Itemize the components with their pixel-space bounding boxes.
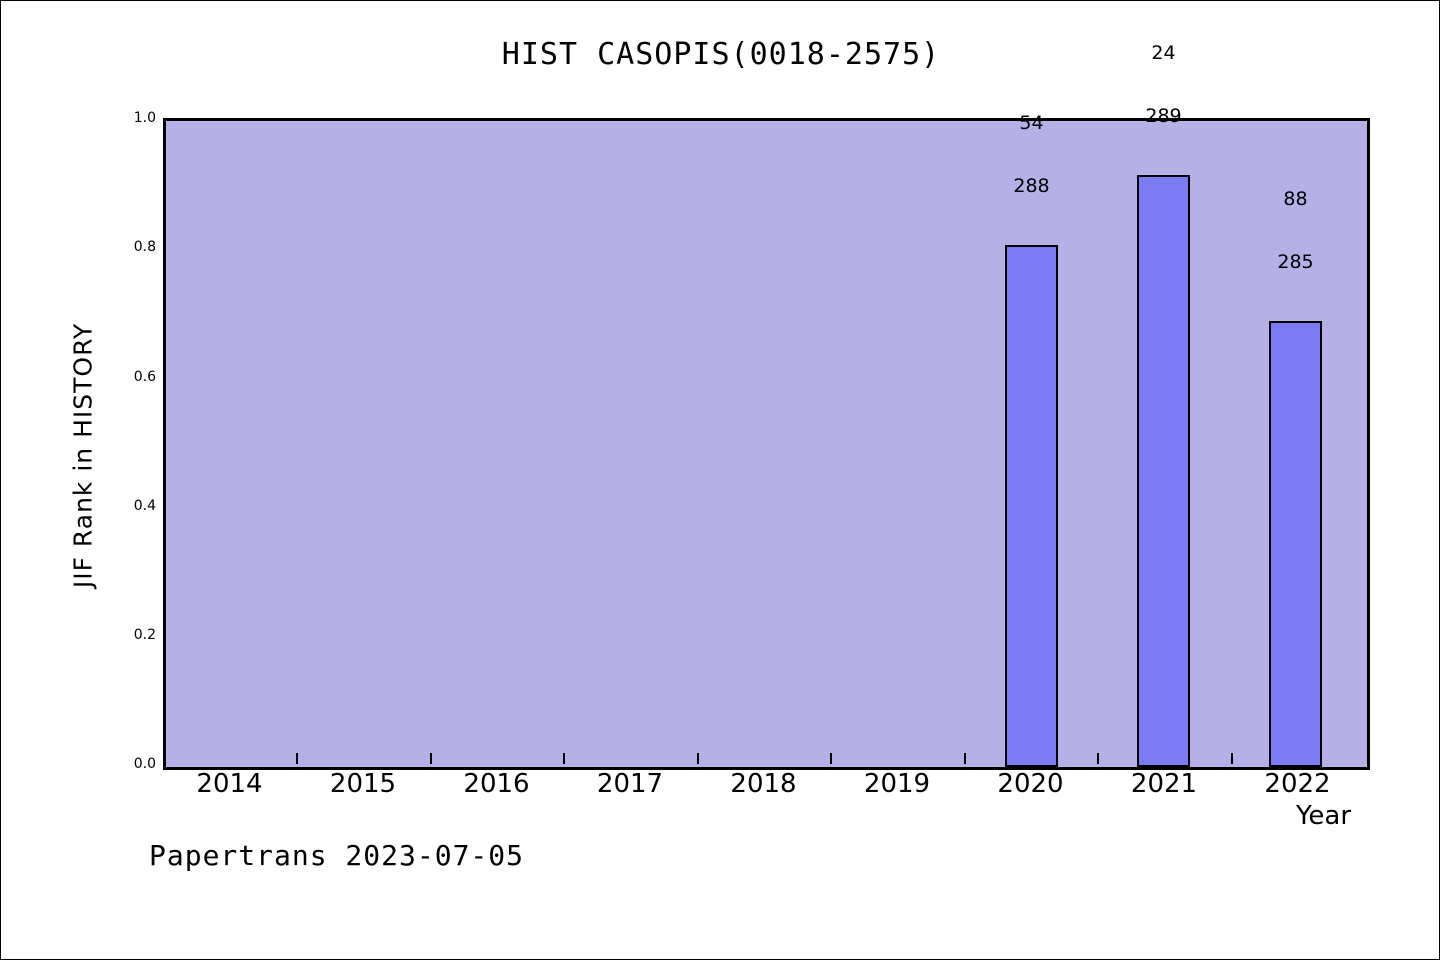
x-tick-label-2021: 2021: [1130, 769, 1198, 799]
x-tick-mark-7: [1231, 753, 1233, 764]
x-tick-label-2019: 2019: [863, 769, 931, 799]
bar-label-2020: 54 288: [976, 71, 1087, 239]
x-tick-mark-0: [296, 753, 298, 764]
plot-inner: 54 288 24 289 88 285: [166, 43, 1367, 767]
bar-2021[interactable]: [1137, 175, 1190, 767]
y-tick-label-0: 0.0: [133, 756, 156, 772]
bar-2020[interactable]: [1005, 245, 1058, 767]
y-axis-tick-labels: 0.0 0.2 0.4 0.6 0.8 1.0: [111, 110, 156, 772]
y-tick-label-3: 0.6: [133, 369, 156, 385]
bar-label-2022-total: 285: [1277, 251, 1314, 273]
bar-label-2022-rank: 88: [1283, 188, 1308, 210]
x-tick-mark-3: [697, 753, 699, 764]
bar-label-2020-rank: 54: [1019, 112, 1044, 134]
x-tick-mark-4: [830, 753, 832, 764]
x-axis-tick-marks: [163, 753, 1364, 765]
x-axis-title: Year: [1296, 801, 1352, 831]
x-tick-label-2015: 2015: [329, 769, 397, 799]
y-tick-label-2: 0.4: [133, 498, 156, 514]
bar-label-2021-rank: 24: [1151, 42, 1176, 64]
y-tick-label-1: 0.2: [133, 627, 156, 643]
x-tick-label-2022: 2022: [1264, 769, 1331, 799]
x-tick-mark-1: [430, 753, 432, 764]
bar-label-2022: 88 285: [1240, 147, 1351, 315]
y-tick-label-5: 1.0: [133, 110, 156, 126]
y-axis-title: JIF Rank in HISTORY: [68, 322, 98, 589]
plot-area: 54 288 24 289 88 285: [163, 43, 1370, 770]
footer-note: Papertrans 2023-07-05: [149, 839, 525, 872]
bar-label-2021-total: 289: [1145, 105, 1182, 127]
bar-label-2021: 24 289: [1108, 1, 1219, 169]
x-tick-mark-5: [964, 753, 966, 764]
bar-2022[interactable]: [1269, 321, 1322, 767]
x-tick-label-2017: 2017: [596, 769, 664, 799]
x-tick-mark-2: [563, 753, 565, 764]
bar-label-2020-total: 288: [1013, 175, 1050, 197]
x-tick-label-2016: 2016: [463, 769, 530, 799]
x-tick-label-2014: 2014: [196, 769, 263, 799]
page-title: HIST CASOPIS(0018-2575): [501, 37, 941, 72]
x-axis-tick-labels: 2014 2015 2016 2017 2018 2019 2020 2021 …: [163, 769, 1364, 803]
y-tick-label-4: 0.8: [133, 239, 156, 255]
x-tick-mark-6: [1097, 753, 1099, 764]
x-tick-label-2018: 2018: [730, 769, 797, 799]
x-tick-label-2020: 2020: [997, 769, 1064, 799]
